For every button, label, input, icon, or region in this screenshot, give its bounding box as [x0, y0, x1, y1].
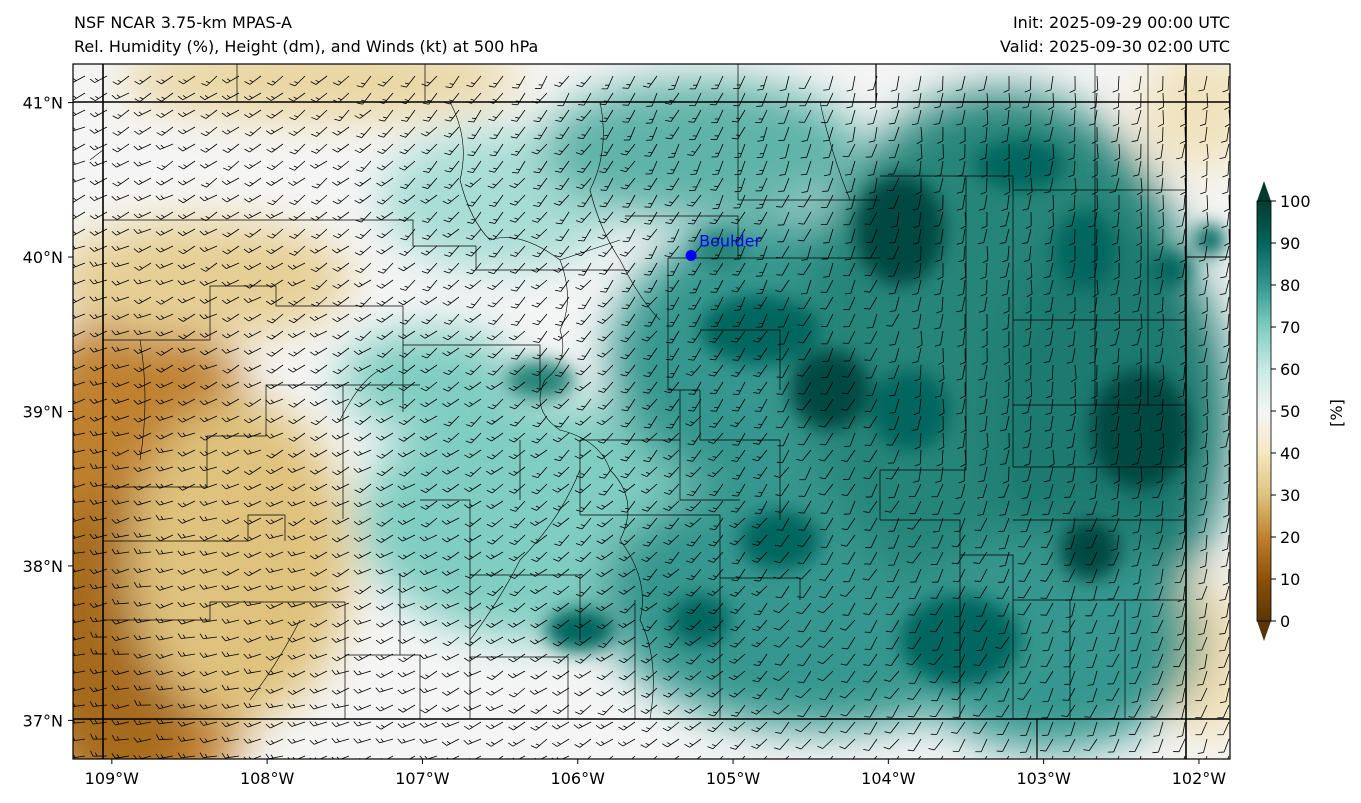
colorbar-min-arrow — [1257, 621, 1271, 641]
lon-tick-label: 102°W — [1172, 769, 1227, 788]
colorbar-band — [1257, 369, 1271, 412]
valid-time: Valid: 2025-09-30 02:00 UTC — [999, 37, 1230, 56]
colorbar-band — [1257, 243, 1271, 286]
lon-tick-label: 109°W — [85, 769, 140, 788]
lon-tick-label: 106°W — [551, 769, 606, 788]
lon-tick-label: 108°W — [240, 769, 295, 788]
lat-tick-label: 38°N — [23, 557, 63, 576]
lon-tick-label: 107°W — [395, 769, 450, 788]
lat-tick-label: 37°N — [23, 711, 63, 730]
lon-axis: 109°W 108°W 107°W 106°W 105°W 104°W 103°W 102°W — [85, 759, 1227, 788]
humidity-field: Boulder — [73, 64, 1230, 759]
map-figure: Boulder 37°N38°N39°N40°N41°N 109°W 108°W 1… — [23, 63, 1231, 788]
lon-tick-label: 104°W — [861, 769, 916, 788]
boundaries — [73, 64, 1230, 759]
colorbar-tick-label: 10 — [1280, 570, 1300, 589]
colorbar-unit-label: [%] — [1327, 399, 1346, 427]
lat-tick-label: 41°N — [23, 94, 63, 113]
colorbar-tick-label: 80 — [1280, 276, 1300, 295]
lon-tick-label: 105°W — [706, 769, 761, 788]
colorbar-tick-label: 40 — [1280, 444, 1300, 463]
chart-title: NSF NCAR 3.75-km MPAS-A — [74, 13, 292, 32]
colorbar-max-arrow — [1257, 181, 1271, 201]
init-time: Init: 2025-09-29 00:00 UTC — [1012, 13, 1230, 32]
boulder-marker: Boulder — [685, 232, 761, 262]
colorbar: 0 10 20 30 40 50 60 70 80 90 100 [%] — [1256, 181, 1346, 641]
colorbar-tick-label: 90 — [1280, 234, 1300, 253]
colorbar-tick-label: 20 — [1280, 528, 1300, 547]
colorbar-band — [1257, 411, 1271, 454]
colorbar-tick-label: 30 — [1280, 486, 1300, 505]
lat-tick-label: 40°N — [23, 248, 63, 267]
colorbar-tick-label: 100 — [1280, 192, 1311, 211]
colorbar-band — [1257, 201, 1271, 244]
colorbar-band — [1257, 537, 1271, 580]
colorbar-tick-label: 70 — [1280, 318, 1300, 337]
colorbar-tick-label: 60 — [1280, 360, 1300, 379]
lat-tick-label: 39°N — [23, 403, 63, 422]
colorbar-band — [1257, 495, 1271, 538]
colorbar-band — [1257, 285, 1271, 328]
colorbar-band — [1257, 453, 1271, 496]
lat-axis: 37°N 38°N 39°N 40°N 41°N — [23, 94, 73, 730]
chart-subtitle: Rel. Humidity (%), Height (dm), and Wind… — [74, 37, 539, 56]
colorbar-band — [1257, 579, 1271, 622]
lon-tick-label: 103°W — [1016, 769, 1071, 788]
colorbar-tick-label: 50 — [1280, 402, 1300, 421]
colorbar-tick-label: 0 — [1280, 612, 1290, 631]
boulder-label: Boulder — [699, 232, 761, 251]
colorbar-band — [1257, 327, 1271, 370]
